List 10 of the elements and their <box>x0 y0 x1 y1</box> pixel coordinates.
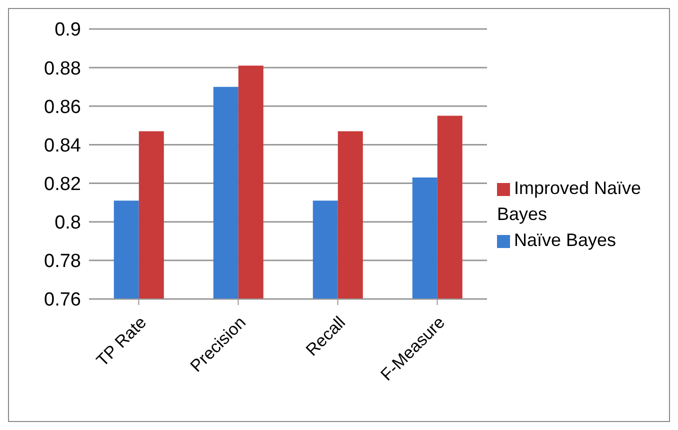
y-tick-label: 0.8 <box>54 212 81 234</box>
y-tick-label: 0.88 <box>44 58 81 80</box>
y-tick-label: 0.86 <box>44 96 81 118</box>
legend-label: Improved Naïve Bayes <box>497 178 642 224</box>
y-tick-label: 0.78 <box>44 251 81 272</box>
y-tick-label: 0.82 <box>44 174 81 196</box>
legend-label: Naïve Bayes <box>514 230 616 250</box>
y-tick-label: 0.84 <box>44 135 82 156</box>
y-tick-label: 0.76 <box>44 290 81 311</box>
y-tick-label: 0.9 <box>54 20 81 41</box>
